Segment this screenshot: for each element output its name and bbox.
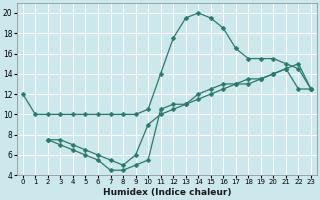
X-axis label: Humidex (Indice chaleur): Humidex (Indice chaleur)	[103, 188, 231, 197]
